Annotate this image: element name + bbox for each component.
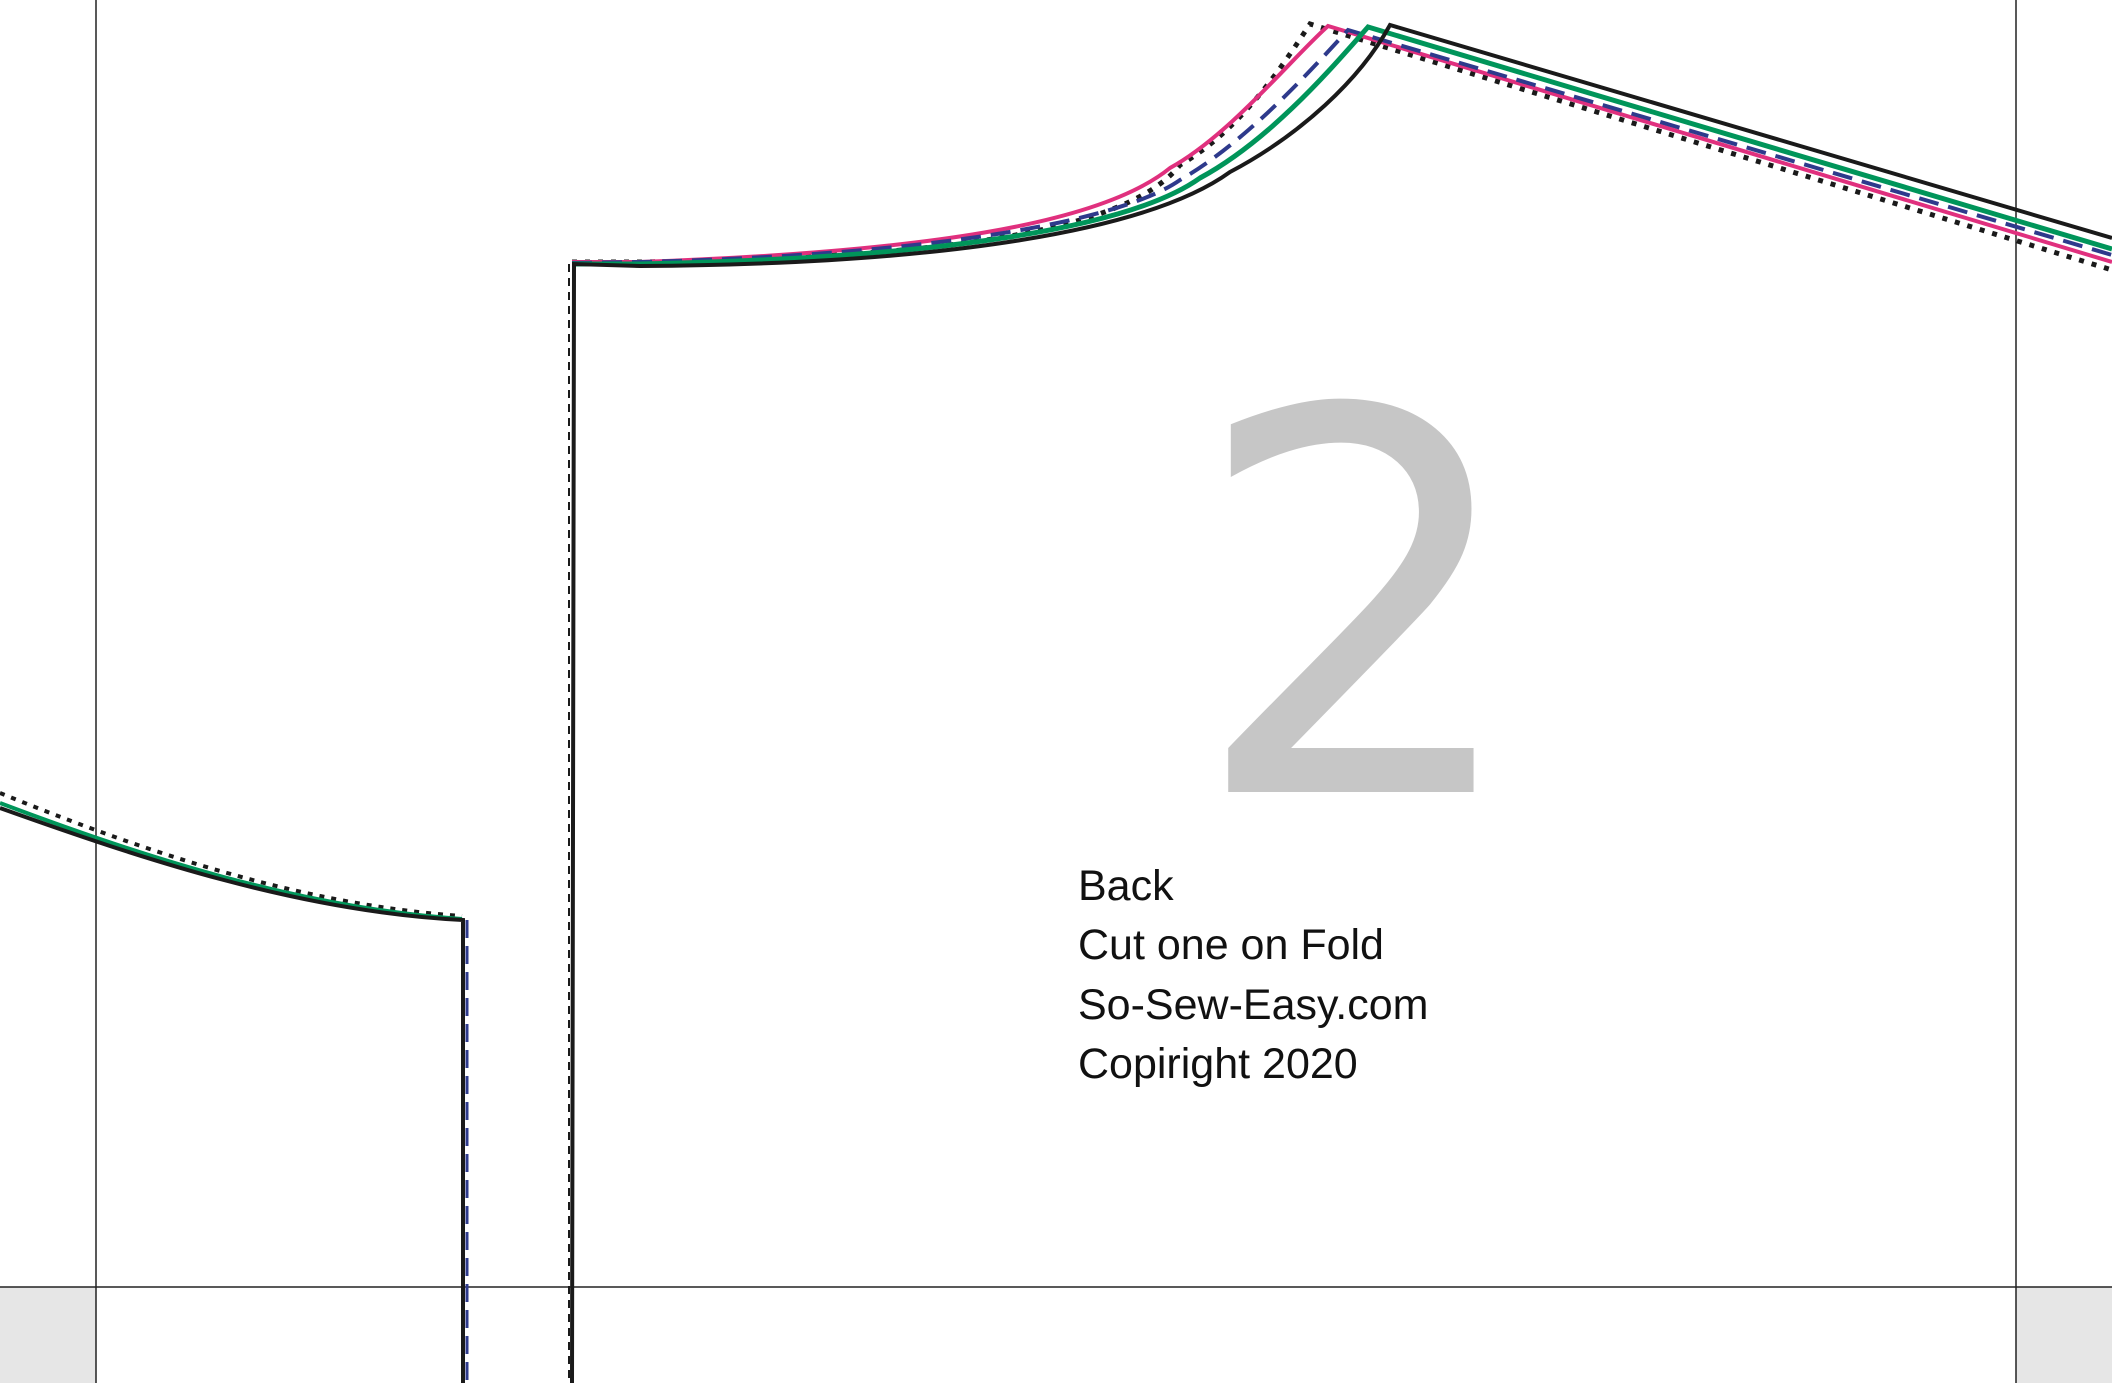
size-line-green <box>572 24 2112 267</box>
page-corners <box>0 1287 2112 1383</box>
label-website: So-Sew-Easy.com <box>1078 981 1428 1029</box>
adjacent-pattern-piece <box>0 791 469 1383</box>
corner-block-right <box>2016 1287 2112 1383</box>
size-line-navy-dashed <box>571 27 2112 265</box>
piece-label: Back Cut one on Fold So-Sew-Easy.com Cop… <box>1078 862 1428 1088</box>
label-cut-instruction: Cut one on Fold <box>1078 921 1384 969</box>
adjacent-line-dotted <box>0 791 463 918</box>
label-copyright: Copiright 2020 <box>1078 1040 1358 1088</box>
size-line-black <box>570 22 2112 1383</box>
adjacent-line-black <box>0 806 465 1383</box>
piece-number: 2 <box>1189 300 1526 917</box>
corner-block-left <box>0 1287 96 1383</box>
back-pattern-piece <box>568 21 2112 1383</box>
size-line-pink <box>572 23 2112 264</box>
label-piece-name: Back <box>1078 862 1174 910</box>
size-line-dotted <box>572 21 2112 273</box>
